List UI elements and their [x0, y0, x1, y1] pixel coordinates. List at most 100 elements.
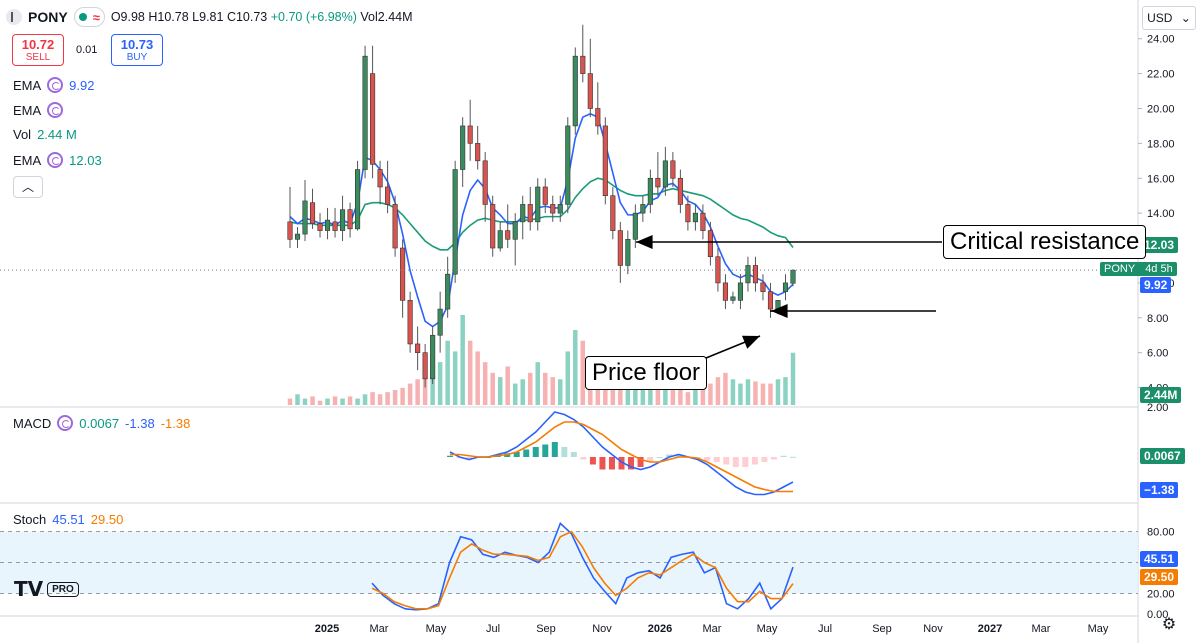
buy-button[interactable]: 10.73 BUY	[111, 34, 163, 66]
volume-bar	[618, 383, 623, 405]
legend-volume[interactable]: Vol 2.44 M	[13, 127, 77, 142]
volume-bar	[475, 351, 480, 405]
legend-ema-short[interactable]: EMA 9.92	[13, 77, 94, 93]
refresh-icon[interactable]	[47, 152, 64, 168]
bar-countdown: 4d 5h	[1145, 263, 1173, 275]
macd-line	[449, 411, 794, 496]
stoch-d-badge: 29.50	[1140, 569, 1179, 585]
symbol-name[interactable]: PONY	[28, 9, 68, 25]
macd-histogram-bar	[542, 444, 549, 457]
candle-body	[445, 273, 451, 310]
sell-button[interactable]: 10.72 SELL	[12, 34, 64, 66]
macd-histogram-bar	[561, 447, 568, 457]
volume-bar	[430, 372, 435, 405]
candle-body	[707, 230, 713, 258]
candle-body	[415, 343, 421, 353]
time-tick-label: 2025	[315, 623, 339, 635]
wave-icon: ≈	[92, 9, 100, 25]
candle-body	[617, 230, 623, 266]
volume-bar	[648, 383, 653, 405]
volume-bar	[745, 379, 751, 405]
time-tick-label: Jul	[818, 623, 832, 635]
volume-bar	[753, 381, 758, 405]
macd-histogram-bar	[570, 452, 577, 457]
volume-bar	[565, 351, 571, 405]
high-value: H10.78	[148, 10, 189, 24]
legend-macd[interactable]: MACD 0.0067 -1.38 -1.38	[13, 415, 190, 431]
volume-bar	[452, 351, 458, 405]
candle-body	[294, 233, 301, 240]
macd-histogram-bar	[513, 452, 520, 457]
candle-body	[602, 125, 608, 196]
currency-selector[interactable]: USD ⌄	[1142, 6, 1196, 30]
macd-value: 0.0067	[79, 415, 120, 431]
ema-label: EMA	[13, 152, 42, 168]
refresh-icon[interactable]	[57, 415, 74, 431]
floor-pointer-arrow-head	[742, 335, 760, 349]
stoch-d-value: 29.50	[90, 512, 124, 527]
ema-label: EMA	[13, 102, 42, 118]
ema-value: 12.03	[69, 152, 102, 168]
volume-bar	[295, 394, 300, 405]
candle-body	[482, 160, 488, 205]
candle-body	[527, 204, 533, 223]
time-tick-label: Mar	[370, 623, 389, 635]
price-tick-label: 8.00	[1147, 313, 1168, 325]
macd-histogram-bar	[790, 456, 796, 458]
macd-histogram-bar	[761, 457, 768, 462]
volume-bar	[678, 387, 683, 405]
candle-body	[790, 269, 796, 284]
refresh-icon[interactable]	[47, 102, 64, 118]
volume-bar	[573, 330, 578, 405]
volume-bar	[715, 377, 721, 405]
volume-bar	[392, 390, 398, 405]
gear-icon[interactable]: ⚙	[1161, 616, 1177, 633]
candle-body	[339, 209, 346, 231]
volume-bar	[633, 383, 638, 405]
price-tick-label: 6.00	[1147, 348, 1168, 360]
annotation-price-floor[interactable]: Price floor	[585, 356, 708, 390]
candle-body	[317, 223, 323, 231]
volume-bar	[603, 379, 608, 405]
candle-body	[610, 195, 616, 231]
macd-histogram-bar	[780, 455, 787, 457]
candle-body	[677, 177, 683, 205]
refresh-icon[interactable]	[47, 77, 64, 93]
volume-bar	[422, 377, 428, 405]
volume-bar	[355, 398, 360, 405]
candle-body	[430, 334, 436, 380]
legend-ema-mid[interactable]: EMA	[13, 102, 64, 118]
legend-ema-long[interactable]: EMA 12.03	[13, 152, 102, 168]
price-tick-label: 22.00	[1147, 69, 1175, 81]
volume-bar	[512, 383, 518, 405]
time-tick-label: Nov	[592, 623, 612, 635]
stoch-d-line	[371, 530, 794, 610]
candle-body	[467, 125, 473, 144]
collapse-legend-button[interactable]: ︿	[13, 176, 43, 198]
macd-label: MACD	[13, 415, 52, 431]
volume-bar	[730, 379, 736, 405]
stoch-k-line	[371, 521, 794, 611]
candle-body	[572, 55, 578, 127]
market-status-pill[interactable]: ≈	[73, 7, 105, 27]
change-value: +0.70 (+6.98%)	[270, 10, 357, 24]
macd-histogram-bar	[580, 457, 587, 460]
annotation-critical-resistance[interactable]: Critical resistance	[943, 225, 1147, 259]
volume-bar	[482, 362, 488, 405]
legend-stoch[interactable]: Stoch 45.51 29.50	[13, 512, 123, 527]
price-tick-label: 18.00	[1147, 138, 1175, 150]
volume-bar	[437, 362, 443, 405]
candle-body	[692, 212, 698, 223]
volume-bar	[655, 387, 661, 405]
macd-histogram-bar	[551, 442, 558, 457]
candle-body	[400, 247, 406, 301]
volume-bar	[505, 366, 510, 405]
macd-histogram-bar	[751, 457, 758, 465]
candle-body	[452, 169, 458, 275]
volume-bar	[400, 387, 405, 405]
ema-short-price-badge: 9.92	[1140, 277, 1172, 293]
candle-body	[730, 296, 736, 301]
candle-body	[587, 73, 593, 109]
candle-body	[767, 291, 774, 310]
